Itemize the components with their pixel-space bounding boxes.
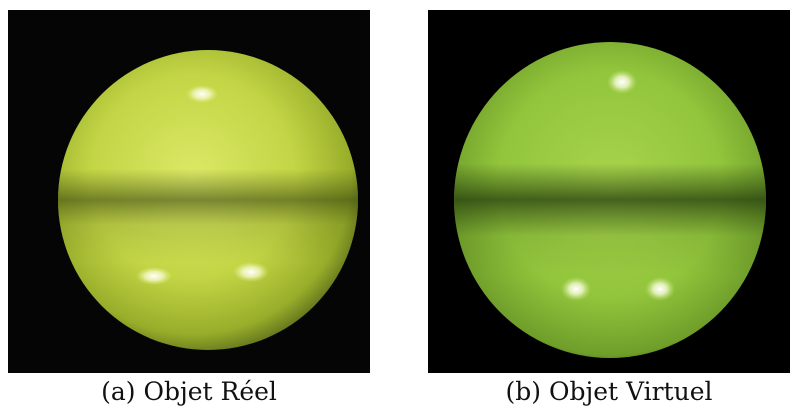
highlight-bottom-left bbox=[136, 267, 172, 285]
real-object-photo bbox=[8, 10, 370, 373]
virtual-object-render bbox=[428, 10, 790, 373]
highlight-top bbox=[186, 85, 218, 103]
virtual-sphere-image bbox=[428, 10, 790, 373]
highlight-top bbox=[607, 70, 637, 94]
caption-virtual-object: (b) Objet Virtuel bbox=[505, 377, 713, 406]
virtual-sphere bbox=[454, 42, 766, 358]
highlight-bottom-right bbox=[645, 277, 675, 301]
caption-real-object: (a) Objet Réel bbox=[101, 377, 277, 406]
highlight-bottom-left bbox=[561, 277, 591, 301]
highlight-bottom-right bbox=[233, 262, 269, 282]
real-sphere bbox=[58, 50, 358, 350]
real-sphere-image bbox=[8, 10, 370, 373]
